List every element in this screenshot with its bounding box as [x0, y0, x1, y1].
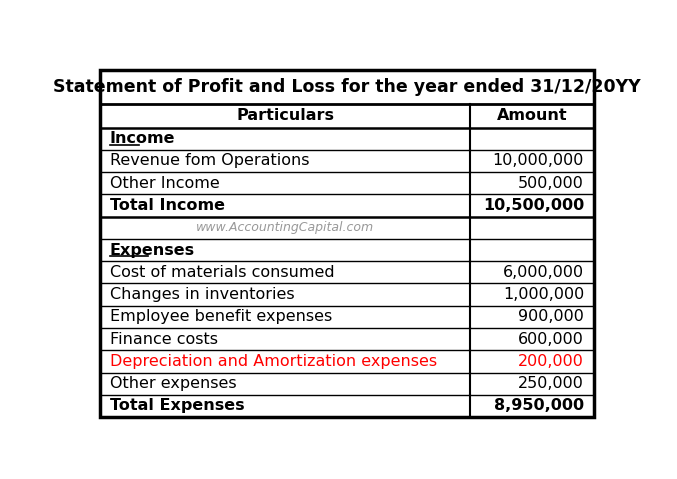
Text: 1,000,000: 1,000,000: [503, 287, 584, 302]
Text: 8,950,000: 8,950,000: [494, 399, 584, 413]
Text: Income: Income: [110, 131, 175, 146]
Text: Total Income: Total Income: [110, 198, 225, 213]
Text: Finance costs: Finance costs: [110, 331, 218, 347]
Text: 600,000: 600,000: [518, 331, 584, 347]
Text: Cost of materials consumed: Cost of materials consumed: [110, 265, 334, 280]
Text: www.AccountingCapital.com: www.AccountingCapital.com: [196, 221, 374, 234]
Text: Other Income: Other Income: [110, 176, 219, 191]
Text: Amount: Amount: [497, 108, 567, 123]
Text: Expenses: Expenses: [110, 242, 195, 258]
Text: 200,000: 200,000: [518, 354, 584, 369]
Text: 250,000: 250,000: [518, 376, 584, 391]
Text: Changes in inventories: Changes in inventories: [110, 287, 294, 302]
Text: Particulars: Particulars: [236, 108, 334, 123]
Text: 10,000,000: 10,000,000: [493, 153, 584, 169]
Text: 6,000,000: 6,000,000: [503, 265, 584, 280]
Text: 900,000: 900,000: [518, 309, 584, 324]
Text: Total Expenses: Total Expenses: [110, 399, 244, 413]
Text: 500,000: 500,000: [518, 176, 584, 191]
Text: Employee benefit expenses: Employee benefit expenses: [110, 309, 332, 324]
Text: 10,500,000: 10,500,000: [483, 198, 584, 213]
Text: Depreciation and Amortization expenses: Depreciation and Amortization expenses: [110, 354, 437, 369]
Text: Other expenses: Other expenses: [110, 376, 236, 391]
Text: Revenue fom Operations: Revenue fom Operations: [110, 153, 309, 169]
Text: Statement of Profit and Loss for the year ended 31/12/20YY: Statement of Profit and Loss for the yea…: [53, 78, 640, 96]
